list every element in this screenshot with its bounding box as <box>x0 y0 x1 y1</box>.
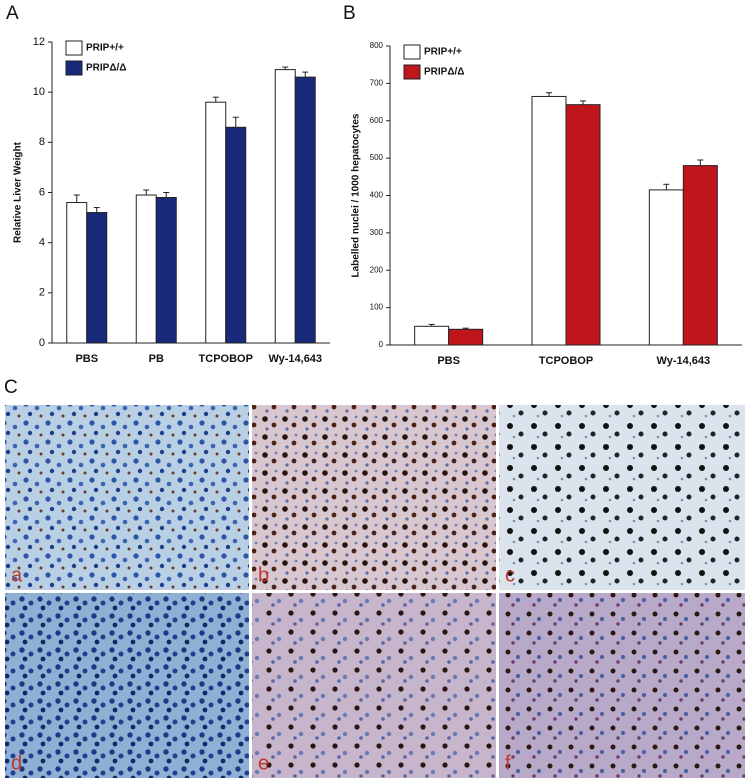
x-tick-label: PBS <box>437 355 460 367</box>
legend-swatch <box>65 40 83 56</box>
bar <box>86 212 108 344</box>
micrograph <box>5 405 249 590</box>
bar <box>225 126 247 344</box>
x-tick-label: Wy-14,643 <box>657 355 711 367</box>
x-tick-label: TCPOBOP <box>539 355 593 367</box>
tile-label: c <box>505 564 515 586</box>
x-tick-label: TCPOBOP <box>199 353 253 365</box>
y-tick-label: 0 <box>39 337 45 349</box>
y-tick-label: 400 <box>370 191 384 200</box>
micrograph <box>499 593 745 778</box>
tile-label: d <box>11 752 22 774</box>
micrograph <box>499 405 745 590</box>
bar <box>274 69 296 344</box>
x-tick-label: PB <box>149 353 164 365</box>
legend-label: PRIPΔ/Δ <box>424 67 465 78</box>
tile-label: f <box>505 752 511 774</box>
tile-label: a <box>11 564 23 586</box>
x-tick-label: Wy-14,643 <box>268 353 322 365</box>
x-tick-label: PBS <box>75 353 98 365</box>
y-axis-label: Labelled nuclei / 1000 hepatocytes <box>351 113 362 277</box>
y-tick-label: 4 <box>39 237 45 249</box>
legend-label: PRIPΔ/Δ <box>86 63 127 74</box>
panel-label: B <box>343 3 356 24</box>
bar <box>531 95 567 346</box>
legend-swatch <box>65 60 83 76</box>
y-tick-label: 200 <box>370 265 384 274</box>
y-tick-label: 300 <box>370 228 384 237</box>
bar <box>294 76 316 344</box>
y-tick-label: 0 <box>379 340 384 349</box>
panel-label: A <box>6 3 19 24</box>
micrograph-panel: Ca b c d e f <box>4 377 745 778</box>
y-tick-label: 8 <box>39 136 45 148</box>
tile-label: e <box>258 752 269 774</box>
bar <box>648 189 684 346</box>
y-tick-label: 700 <box>370 78 384 87</box>
y-tick-label: 2 <box>39 287 45 299</box>
legend-label: PRIP+/+ <box>424 47 462 58</box>
bar <box>414 325 450 346</box>
micrograph <box>5 593 249 778</box>
y-tick-label: 10 <box>33 86 45 98</box>
panel-label: C <box>4 377 18 398</box>
bar <box>155 197 177 344</box>
y-tick-label: 12 <box>33 36 45 48</box>
micrograph <box>252 593 496 778</box>
bar <box>205 101 227 344</box>
legend-swatch <box>403 44 421 60</box>
tile-label: b <box>258 564 269 586</box>
bar <box>682 165 718 346</box>
legend-label: PRIP+/+ <box>86 43 124 54</box>
y-tick-label: 600 <box>370 116 384 125</box>
y-axis-label: Relative Liver Weight <box>13 141 24 243</box>
bar <box>135 194 157 344</box>
bar <box>448 328 484 346</box>
y-tick-label: 500 <box>370 153 384 162</box>
y-tick-label: 800 <box>370 41 384 50</box>
micrograph <box>252 405 496 590</box>
y-tick-label: 6 <box>39 186 45 198</box>
bar <box>66 202 88 344</box>
bar <box>565 104 601 346</box>
y-tick-label: 100 <box>370 303 384 312</box>
legend-swatch <box>403 64 421 80</box>
